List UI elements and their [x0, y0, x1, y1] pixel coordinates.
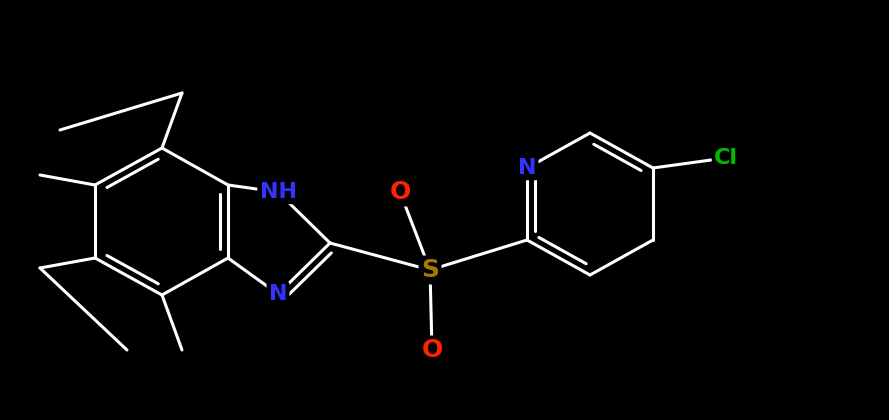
Text: O: O [389, 180, 411, 204]
Text: O: O [421, 338, 443, 362]
Text: S: S [421, 258, 439, 282]
Text: Cl: Cl [714, 148, 738, 168]
Text: NH: NH [260, 182, 297, 202]
Text: N: N [517, 158, 536, 178]
Text: N: N [268, 284, 287, 304]
